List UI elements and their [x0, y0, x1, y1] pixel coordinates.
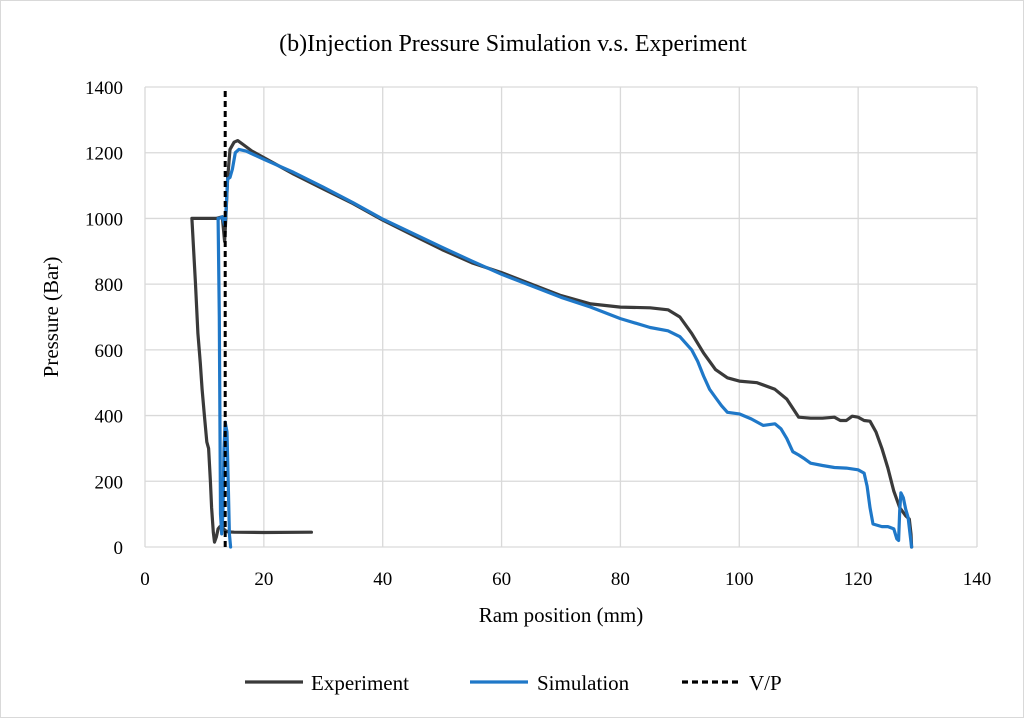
series-lines	[190, 87, 914, 549]
x-tick-label: 0	[140, 569, 150, 590]
x-tick-label: 80	[611, 569, 630, 590]
chart-title: (b)Injection Pressure Simulation v.s. Ex…	[279, 31, 747, 57]
y-tick-label: 400	[95, 407, 124, 428]
x-tick-label: 60	[492, 569, 511, 590]
x-tick-label: 120	[844, 569, 873, 590]
y-tick-label: 1000	[85, 209, 123, 230]
series-line-simulation	[216, 147, 914, 549]
y-tick-label: 1400	[85, 78, 123, 99]
y-tick-label: 200	[95, 472, 124, 493]
y-axis-title: Pressure (Bar)	[39, 257, 63, 378]
legend: Experiment Simulation V/P	[245, 671, 782, 695]
legend-label-simulation: Simulation	[537, 671, 630, 695]
legend-label-v-p: V/P	[749, 671, 782, 695]
y-tick-label: 0	[114, 538, 124, 559]
series-line-experiment	[190, 139, 914, 549]
y-tick-label: 600	[95, 341, 124, 362]
x-tick-label: 40	[373, 569, 392, 590]
x-tick-label: 20	[254, 569, 273, 590]
x-tick-label: 100	[725, 569, 754, 590]
y-tick-label: 800	[95, 275, 124, 296]
gridlines	[144, 86, 978, 548]
tick-labels: 0 20 40 60 80 100 120 1400200400600800100012001…	[85, 78, 991, 590]
x-tick-label: 140	[963, 569, 992, 590]
x-axis-title: Ram position (mm)	[479, 603, 644, 627]
legend-label-experiment: Experiment	[311, 671, 409, 695]
y-tick-label: 1200	[85, 144, 123, 165]
